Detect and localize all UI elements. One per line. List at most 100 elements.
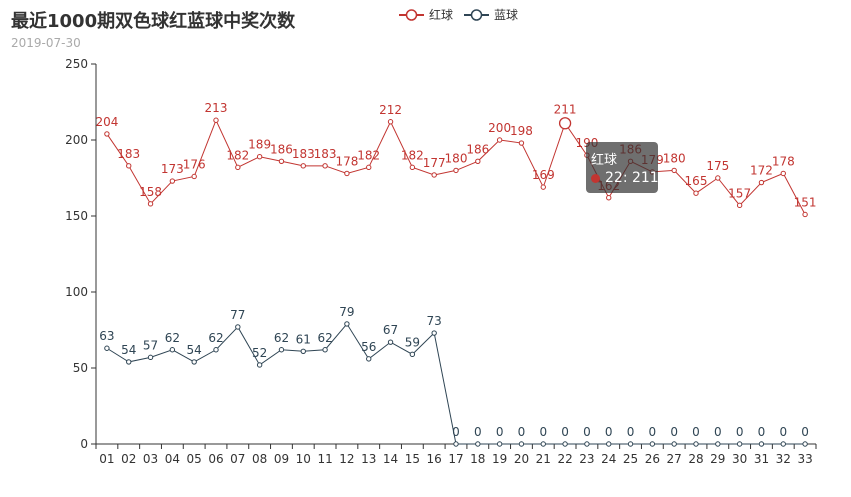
data-point (693, 441, 699, 447)
x-tick-label: 29 (710, 452, 725, 466)
x-tick-label: 24 (601, 452, 616, 466)
data-point (387, 339, 394, 345)
legend[interactable]: 红球 蓝球 (399, 7, 518, 22)
data-label: 79 (339, 305, 354, 319)
data-point (562, 441, 568, 447)
data-point (256, 362, 263, 368)
data-label: 0 (758, 425, 766, 439)
data-label: 56 (361, 340, 376, 354)
y-tick-label: 200 (65, 133, 88, 147)
data-label: 0 (605, 425, 613, 439)
data-label: 61 (296, 332, 311, 346)
x-tick-label: 02 (121, 452, 136, 466)
data-point (387, 119, 394, 125)
data-point (475, 441, 481, 447)
legend-marker-icon (405, 9, 418, 21)
x-tick-label: 09 (274, 452, 289, 466)
data-point (147, 201, 154, 207)
x-tick-label: 31 (754, 452, 769, 466)
data-label: 57 (143, 338, 158, 352)
data-point (518, 140, 525, 146)
data-point (104, 345, 110, 351)
legend-item-red[interactable]: 红球 (399, 7, 453, 22)
data-point (322, 163, 328, 169)
data-point (366, 356, 372, 362)
data-label: 0 (539, 425, 547, 439)
data-point (606, 195, 612, 201)
tooltip: 红球 22: 211 (586, 142, 659, 193)
data-point (278, 158, 285, 164)
data-point (278, 347, 285, 353)
data-label: 0 (692, 425, 700, 439)
data-label: 182 (226, 148, 249, 162)
data-point (191, 173, 197, 180)
data-point (518, 441, 525, 447)
legend-item-blue[interactable]: 蓝球 (464, 8, 518, 22)
x-tick-label: 04 (165, 452, 180, 466)
x-tick-label: 07 (230, 452, 245, 466)
data-point (453, 441, 459, 447)
legend-label: 红球 (429, 7, 453, 22)
y-tick-label: 50 (73, 361, 88, 375)
data-label: 0 (518, 425, 526, 439)
data-label: 54 (121, 343, 136, 357)
x-tick-label: 33 (797, 452, 812, 466)
x-tick-label: 25 (623, 452, 638, 466)
data-point (693, 190, 699, 196)
data-point (344, 321, 350, 327)
data-point (235, 324, 241, 330)
data-point (344, 170, 350, 177)
data-point (627, 441, 634, 447)
data-label: 62 (317, 331, 332, 345)
data-point (409, 164, 416, 171)
x-tick-label: 20 (514, 452, 529, 466)
data-point (409, 351, 416, 358)
data-label: 52 (252, 346, 267, 360)
chart-title: 最近1000期双色球红蓝球中奖次数 (11, 11, 296, 32)
data-label: 182 (401, 148, 424, 162)
data-label: 0 (736, 425, 744, 439)
data-point (213, 117, 219, 123)
y-tick-label: 250 (65, 57, 88, 71)
data-point (802, 441, 808, 447)
data-point (715, 175, 721, 181)
data-label: 175 (706, 159, 729, 173)
data-point (475, 158, 481, 164)
x-tick-label: 03 (143, 452, 158, 466)
x-tick-label: 16 (427, 452, 442, 466)
data-point (606, 441, 612, 447)
data-label: 0 (496, 425, 504, 439)
x-tick-label: 23 (579, 452, 594, 466)
x-tick-label: 05 (187, 452, 202, 466)
data-point (300, 348, 306, 354)
data-label: 62 (165, 331, 180, 345)
y-tick-label: 150 (65, 209, 88, 223)
x-tick-label: 08 (252, 452, 267, 466)
data-point (758, 179, 765, 186)
x-tick-label: 14 (383, 452, 398, 466)
data-point (540, 184, 546, 190)
tooltip-title: 红球 (591, 153, 618, 168)
series-red: 2041831581731762131821891861831831781822… (95, 101, 817, 218)
data-point (431, 172, 437, 178)
data-label: 173 (161, 162, 184, 176)
data-point (169, 178, 176, 184)
data-label: 73 (427, 314, 442, 328)
tooltip-series-dot (591, 174, 600, 183)
data-label: 200 (488, 121, 511, 135)
x-tick-label: 01 (99, 452, 114, 466)
x-tick-label: 28 (688, 452, 703, 466)
x-tick-label: 21 (536, 452, 551, 466)
data-point (715, 441, 721, 447)
data-point (213, 347, 219, 353)
data-label: 62 (274, 331, 289, 345)
chart-subtitle: 2019-07-30 (11, 36, 81, 50)
data-label: 77 (230, 308, 245, 322)
data-label: 178 (772, 154, 795, 168)
data-point (780, 170, 786, 177)
data-label: 54 (187, 343, 202, 357)
x-tick-label: 22 (557, 452, 572, 466)
data-label: 189 (248, 138, 271, 152)
